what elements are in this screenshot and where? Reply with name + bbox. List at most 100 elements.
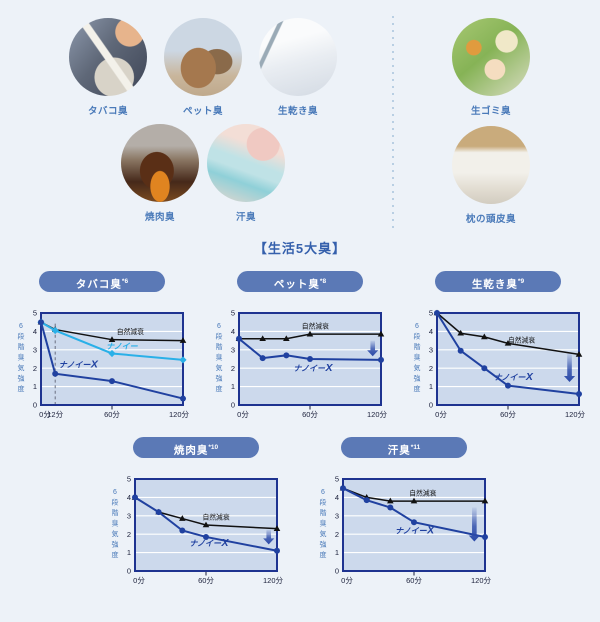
odor-item-damp-laundry: 生乾き臭 xyxy=(256,18,340,117)
svg-text:5: 5 xyxy=(33,309,37,318)
svg-text:段: 段 xyxy=(414,332,421,341)
odor-label: 焼肉臭 xyxy=(144,212,175,223)
chart-title-superscript: *9 xyxy=(517,278,525,285)
svg-text:2: 2 xyxy=(429,364,433,373)
svg-text:1: 1 xyxy=(33,382,37,391)
svg-text:気: 気 xyxy=(112,529,119,538)
chart-block-sweat: 汗臭*11 0 1 2 3 4 5 6 段階臭気強度 0分 60分 120分 自然減衰 ナノイーX xyxy=(311,437,497,591)
odor-label: 汗臭 xyxy=(235,212,256,223)
svg-text:6: 6 xyxy=(19,323,23,330)
svg-text:強: 強 xyxy=(320,541,327,549)
svg-text:60分: 60分 xyxy=(406,576,422,585)
chart-block-damp-laundry: 生乾き臭*9 0 1 2 3 4 5 6 段階臭気強度 0分 60分 120分 自然減衰 ナノイーX xyxy=(405,271,591,425)
chart-title-superscript: *6 xyxy=(121,278,129,285)
svg-text:120分: 120分 xyxy=(471,576,492,585)
chart-block-tobacco: タバコ臭*6 0 1 2 3 4 5 6 段階臭気強度 0分 12分 60分 120分 自然減衰 ナノイー… xyxy=(9,271,195,425)
odor-item-grilled-meat: 焼肉臭 xyxy=(118,124,202,223)
svg-text:度: 度 xyxy=(216,384,223,393)
svg-text:0: 0 xyxy=(231,401,235,410)
grilled-meat-smoke-photo xyxy=(121,124,199,202)
svg-text:5: 5 xyxy=(335,475,339,484)
svg-text:強: 強 xyxy=(112,541,119,549)
svg-text:自然減衰: 自然減衰 xyxy=(409,489,436,498)
svg-text:120分: 120分 xyxy=(169,410,190,419)
svg-text:度: 度 xyxy=(18,384,25,393)
svg-text:0: 0 xyxy=(33,401,37,410)
svg-text:0分: 0分 xyxy=(435,410,447,419)
svg-text:4: 4 xyxy=(127,493,131,502)
svg-text:強: 強 xyxy=(216,375,223,383)
svg-text:2: 2 xyxy=(33,364,37,373)
svg-text:0: 0 xyxy=(127,567,131,576)
svg-text:6: 6 xyxy=(217,323,221,330)
svg-text:段: 段 xyxy=(216,332,223,341)
hanging-shirts-photo xyxy=(259,18,337,96)
svg-text:3: 3 xyxy=(335,511,339,520)
svg-text:1: 1 xyxy=(127,548,131,557)
svg-text:0分: 0分 xyxy=(237,410,249,419)
svg-text:6: 6 xyxy=(415,323,419,330)
svg-text:階: 階 xyxy=(320,508,327,517)
svg-text:ナノイーX: ナノイーX xyxy=(189,537,229,549)
svg-text:階: 階 xyxy=(414,342,421,351)
svg-text:0分: 0分 xyxy=(39,410,51,419)
odor-item-pet: ペット臭 xyxy=(161,18,245,117)
odor-item-pillow-scalp: 枕の頭皮臭 xyxy=(449,126,533,225)
food-scraps-photo xyxy=(452,18,530,96)
towel-wiping-sweat-photo xyxy=(207,124,285,202)
odor-label: 生ゴミ臭 xyxy=(470,106,511,117)
svg-text:0分: 0分 xyxy=(341,576,353,585)
svg-text:5: 5 xyxy=(231,309,235,318)
svg-text:自然減衰: 自然減衰 xyxy=(117,327,144,336)
chart-block-grilled-meat: 焼肉臭*10 0 1 2 3 4 5 6 段階臭気強度 0分 60分 120分 自然減衰 ナノイーX xyxy=(103,437,289,591)
odor-item-sweat: 汗臭 xyxy=(204,124,288,223)
chart-title-pill: 焼肉臭*10 xyxy=(133,437,259,458)
svg-text:4: 4 xyxy=(33,327,37,336)
svg-text:60分: 60分 xyxy=(302,410,318,419)
svg-text:臭: 臭 xyxy=(414,353,421,362)
svg-text:6: 6 xyxy=(321,489,325,496)
odor-charts-section: タバコ臭*6 0 1 2 3 4 5 6 段階臭気強度 0分 12分 60分 120分 自然減衰 ナノイー… xyxy=(0,271,600,591)
odor-item-garbage: 生ゴミ臭 xyxy=(449,18,533,117)
svg-text:自然減衰: 自然減衰 xyxy=(508,335,535,344)
odor-item-tobacco: タバコ臭 xyxy=(66,18,150,117)
chart-title: 汗臭 xyxy=(387,444,411,457)
svg-text:段: 段 xyxy=(18,332,25,341)
svg-text:段: 段 xyxy=(320,498,327,507)
svg-text:強: 強 xyxy=(414,375,421,383)
svg-text:2: 2 xyxy=(127,530,131,539)
svg-text:1: 1 xyxy=(231,382,235,391)
svg-text:度: 度 xyxy=(414,384,421,393)
svg-text:60分: 60分 xyxy=(198,576,214,585)
chart-title: 焼肉臭 xyxy=(173,444,209,457)
chart-block-pet: ペット臭*8 0 1 2 3 4 5 6 段階臭気強度 0分 60分 120分 自然減衰 ナノイーX xyxy=(207,271,393,425)
svg-text:自然減衰: 自然減衰 xyxy=(202,512,229,521)
cigarette-ashtray-photo xyxy=(69,18,147,96)
svg-text:臭: 臭 xyxy=(18,353,25,362)
chart-title-pill: タバコ臭*6 xyxy=(39,271,165,292)
chart-title: ペット臭 xyxy=(273,278,320,291)
svg-text:2: 2 xyxy=(335,530,339,539)
svg-text:4: 4 xyxy=(429,327,433,336)
svg-text:120分: 120分 xyxy=(263,576,284,585)
svg-text:ナノイーX: ナノイーX xyxy=(395,524,435,536)
svg-text:12分: 12分 xyxy=(47,410,63,419)
svg-text:60分: 60分 xyxy=(500,410,516,419)
odor-photo-section: タバコ臭 ペット臭 生乾き臭 焼肉臭 汗臭 生ゴミ臭 枕の頭皮臭 【生活5大臭】 xyxy=(0,0,600,262)
svg-text:階: 階 xyxy=(216,342,223,351)
svg-text:4: 4 xyxy=(335,493,339,502)
svg-text:1: 1 xyxy=(429,382,433,391)
sleeping-dog-cat-photo xyxy=(164,18,242,96)
svg-text:階: 階 xyxy=(18,342,25,351)
chart-title-pill: 汗臭*11 xyxy=(341,437,467,458)
chart-title-pill: 生乾き臭*9 xyxy=(435,271,561,292)
svg-text:3: 3 xyxy=(33,345,37,354)
svg-text:臭: 臭 xyxy=(216,353,223,362)
svg-text:自然減衰: 自然減衰 xyxy=(302,322,329,331)
svg-text:臭: 臭 xyxy=(320,519,327,528)
